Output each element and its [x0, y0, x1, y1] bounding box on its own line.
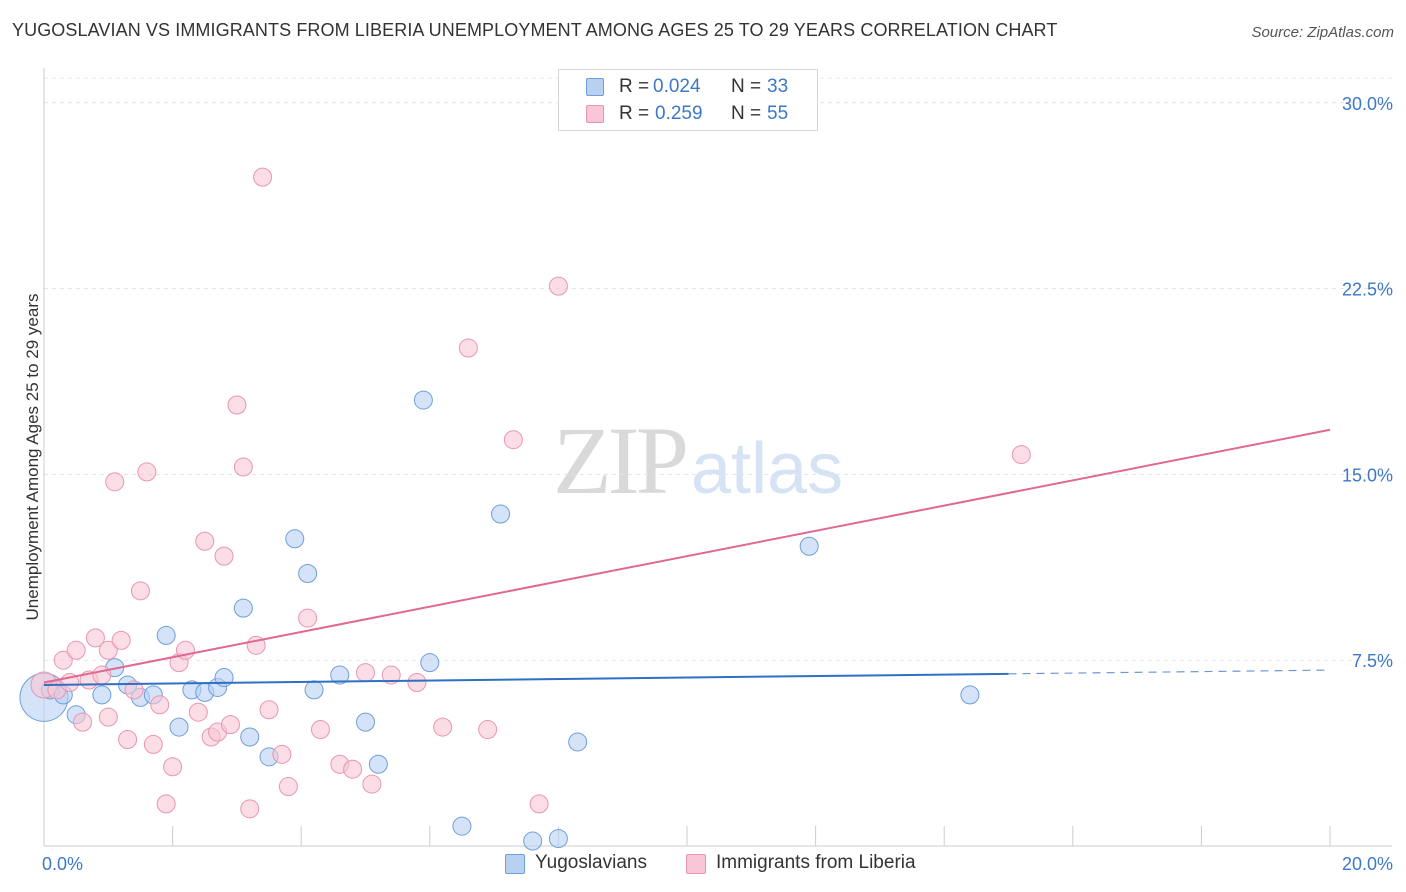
legend-n-value: 55: [767, 103, 789, 124]
liberia-point: [310, 720, 330, 740]
legend-r-label: R =: [619, 76, 650, 97]
liberia-point: [137, 462, 157, 482]
liberia-point: [458, 338, 478, 358]
liberia-point: [362, 774, 382, 794]
liberia-point: [188, 702, 208, 722]
yugoslavian-point: [240, 727, 260, 747]
liberia-point: [503, 430, 523, 450]
liberia-point: [220, 715, 240, 735]
source-label: Source: ZipAtlas.com: [1251, 24, 1394, 41]
liberia-point: [66, 640, 86, 660]
yugoslavian-trend-extension: [1008, 669, 1331, 675]
liberia-point: [433, 717, 453, 737]
yugoslavian-point: [548, 829, 568, 849]
liberia-point: [105, 472, 125, 492]
chart-title: YUGOSLAVIAN VS IMMIGRANTS FROM LIBERIA U…: [12, 20, 1058, 40]
yugoslavian-point: [156, 625, 176, 645]
correlation-legend: R = 0.024 N = 33 R = 0.259 N = 55: [558, 69, 818, 131]
liberia-point: [356, 663, 375, 683]
yugoslavian-point: [330, 665, 350, 685]
legend-n-label: N =: [731, 103, 762, 124]
yugoslavian-trend-line: [43, 672, 1009, 686]
bottom-legend-label-blue: Yugoslavians: [535, 852, 647, 873]
y-tick-label: 15.0%: [1342, 465, 1393, 485]
liberia-point: [118, 729, 138, 749]
liberia-point: [298, 608, 318, 628]
legend-r-value: 0.024: [653, 76, 701, 97]
liberia-point: [407, 672, 427, 692]
y-tick-label: 22.5%: [1342, 280, 1393, 300]
y-tick-label: 30.0%: [1342, 94, 1393, 114]
liberia-point: [1011, 445, 1031, 465]
yugoslavian-point: [285, 529, 305, 549]
liberia-point: [529, 794, 549, 814]
liberia-point: [381, 665, 401, 685]
yugoslavian-point: [420, 653, 440, 673]
legend-row-yugoslavians: R = 0.024 N = 33: [559, 74, 817, 100]
watermark: ZIPatlas: [553, 405, 843, 516]
yugoslavian-point: [298, 563, 318, 583]
yugoslavian-point: [368, 754, 388, 774]
liberia-point: [143, 734, 163, 754]
liberia-point: [150, 695, 170, 715]
x-tick-label: 20.0%: [1342, 854, 1393, 874]
legend-r-value: 0.259: [655, 103, 703, 124]
liberia-point: [214, 546, 234, 566]
liberia-point: [343, 759, 363, 779]
bottom-legend-label-pink: Immigrants from Liberia: [716, 852, 916, 873]
liberia-point: [278, 777, 298, 797]
liberia-point: [92, 665, 112, 685]
liberia-point: [478, 720, 498, 740]
yugoslavian-point: [799, 536, 819, 556]
liberia-point: [130, 581, 150, 601]
liberia-point: [156, 794, 176, 814]
liberia-point: [98, 640, 118, 660]
bottom-legend-swatch-pink: [686, 854, 706, 874]
bottom-legend-swatch-blue: [505, 854, 525, 874]
liberia-point: [85, 628, 105, 648]
liberia-point: [259, 700, 279, 720]
liberia-point: [111, 630, 131, 650]
yugoslavian-point: [304, 680, 324, 700]
liberia-point: [195, 531, 215, 551]
watermark-zip: ZIP: [553, 407, 689, 514]
legend-n-value: 33: [767, 76, 789, 97]
liberia-point: [548, 276, 568, 296]
legend-r-label: R =: [619, 103, 650, 124]
yugoslavian-point: [233, 598, 253, 618]
watermark-atlas: atlas: [691, 429, 844, 509]
legend-n-label: N =: [731, 76, 762, 97]
yugoslavian-point: [491, 504, 511, 524]
liberia-point: [53, 650, 73, 670]
legend-swatch-pink: [586, 105, 604, 123]
liberia-point: [272, 744, 292, 764]
yugoslavian-point: [568, 732, 588, 752]
yugoslavian-point: [960, 685, 980, 705]
liberia-point: [124, 680, 144, 700]
liberia-point: [163, 757, 183, 777]
y-axis-title: Unemployment Among Ages 25 to 29 years: [23, 294, 42, 621]
yugoslavian-point: [452, 816, 472, 836]
yugoslavian-point: [169, 717, 189, 737]
liberia-trend-line: [43, 428, 1331, 684]
yugoslavian-point: [413, 390, 433, 410]
liberia-point: [233, 457, 253, 477]
yugoslavian-point: [523, 831, 543, 851]
legend-swatch-blue: [586, 78, 604, 96]
liberia-point: [227, 395, 247, 415]
yugoslavian-point: [356, 712, 375, 732]
legend-row-liberia: R = 0.259 N = 55: [559, 101, 817, 127]
liberia-point: [253, 167, 273, 187]
liberia-point: [240, 799, 260, 819]
x-tick-label: 0.0%: [42, 854, 83, 874]
liberia-point: [73, 712, 93, 732]
liberia-point: [98, 707, 118, 727]
yugoslavian-point: [92, 685, 112, 705]
y-tick-label: 7.5%: [1352, 651, 1393, 671]
